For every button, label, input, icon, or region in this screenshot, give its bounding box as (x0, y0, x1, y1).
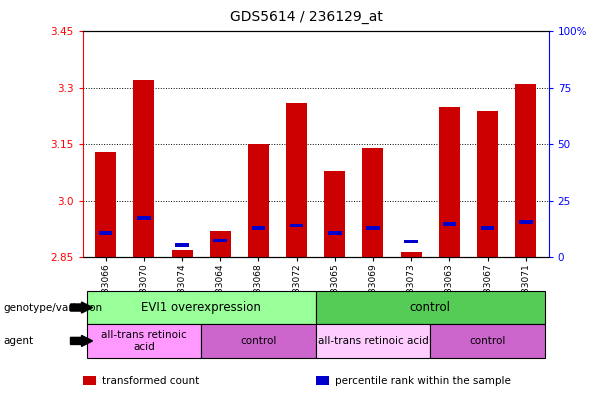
Bar (324, 171, 345, 257)
Text: control: control (470, 336, 506, 346)
Text: all-trans retinoic acid: all-trans retinoic acid (318, 336, 428, 346)
Text: transformed count: transformed count (102, 376, 200, 386)
Bar (401, 252, 422, 257)
Text: control: control (409, 301, 451, 314)
Bar (477, 110, 498, 257)
Bar (481, 226, 494, 230)
Bar (286, 103, 307, 257)
Bar (515, 84, 536, 257)
Bar (172, 250, 192, 257)
Bar (248, 145, 269, 257)
Bar (519, 220, 533, 224)
Bar (95, 152, 116, 257)
Bar (134, 81, 154, 257)
Text: agent: agent (3, 336, 33, 346)
Text: EVI1 overexpression: EVI1 overexpression (141, 301, 261, 314)
Text: all-trans retinoic
acid: all-trans retinoic acid (101, 330, 187, 352)
Bar (213, 239, 227, 242)
Text: genotype/variation: genotype/variation (3, 303, 102, 312)
Text: GDS5614 / 236129_at: GDS5614 / 236129_at (230, 10, 383, 24)
Bar (366, 226, 380, 230)
Bar (137, 216, 151, 220)
Bar (251, 226, 265, 230)
Bar (210, 231, 230, 257)
Bar (328, 231, 341, 235)
Bar (439, 107, 460, 257)
Bar (99, 231, 113, 235)
Bar (175, 244, 189, 247)
Bar (362, 148, 384, 257)
Text: control: control (240, 336, 276, 346)
Bar (290, 224, 303, 227)
Bar (443, 222, 456, 226)
Bar (405, 240, 418, 244)
Text: percentile rank within the sample: percentile rank within the sample (335, 376, 511, 386)
